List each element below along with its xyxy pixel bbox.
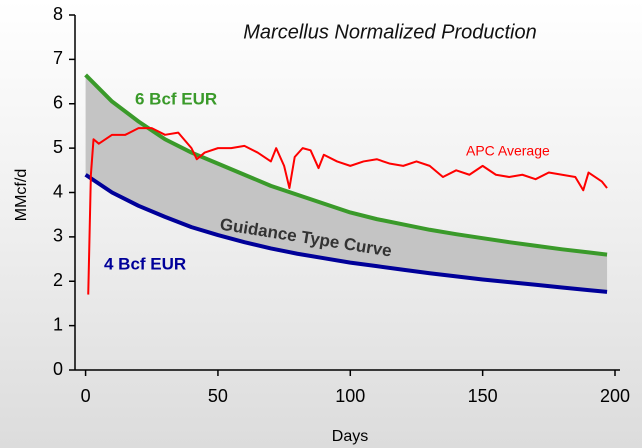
- x-tick-label: 100: [335, 386, 365, 406]
- series-line: [84, 173, 608, 294]
- series-line: [84, 73, 608, 257]
- y-tick-label: 7: [53, 48, 63, 68]
- y-tick-label: 6: [53, 93, 63, 113]
- legend-label: APC Average: [466, 143, 550, 159]
- y-tick-label: 5: [53, 137, 63, 157]
- y-tick-label: 4: [53, 181, 63, 201]
- legend-label: 6 Bcf EUR: [135, 89, 217, 108]
- y-axis-label: MMcf/d: [13, 169, 30, 221]
- y-tick-label: 8: [53, 4, 63, 24]
- x-tick-label: 200: [600, 386, 630, 406]
- x-tick-label: 50: [208, 386, 228, 406]
- y-tick-label: 2: [53, 270, 63, 290]
- y-tick-label: 0: [53, 359, 63, 379]
- series-line: [87, 127, 608, 295]
- x-tick-label: 0: [81, 386, 91, 406]
- chart-title: Marcellus Normalized Production: [243, 21, 536, 43]
- y-tick-label: 3: [53, 226, 63, 246]
- y-tick-label: 1: [53, 314, 63, 334]
- legend-label: 4 Bcf EUR: [104, 254, 186, 273]
- x-tick-label: 150: [468, 386, 498, 406]
- x-axis-label: Days: [332, 428, 368, 445]
